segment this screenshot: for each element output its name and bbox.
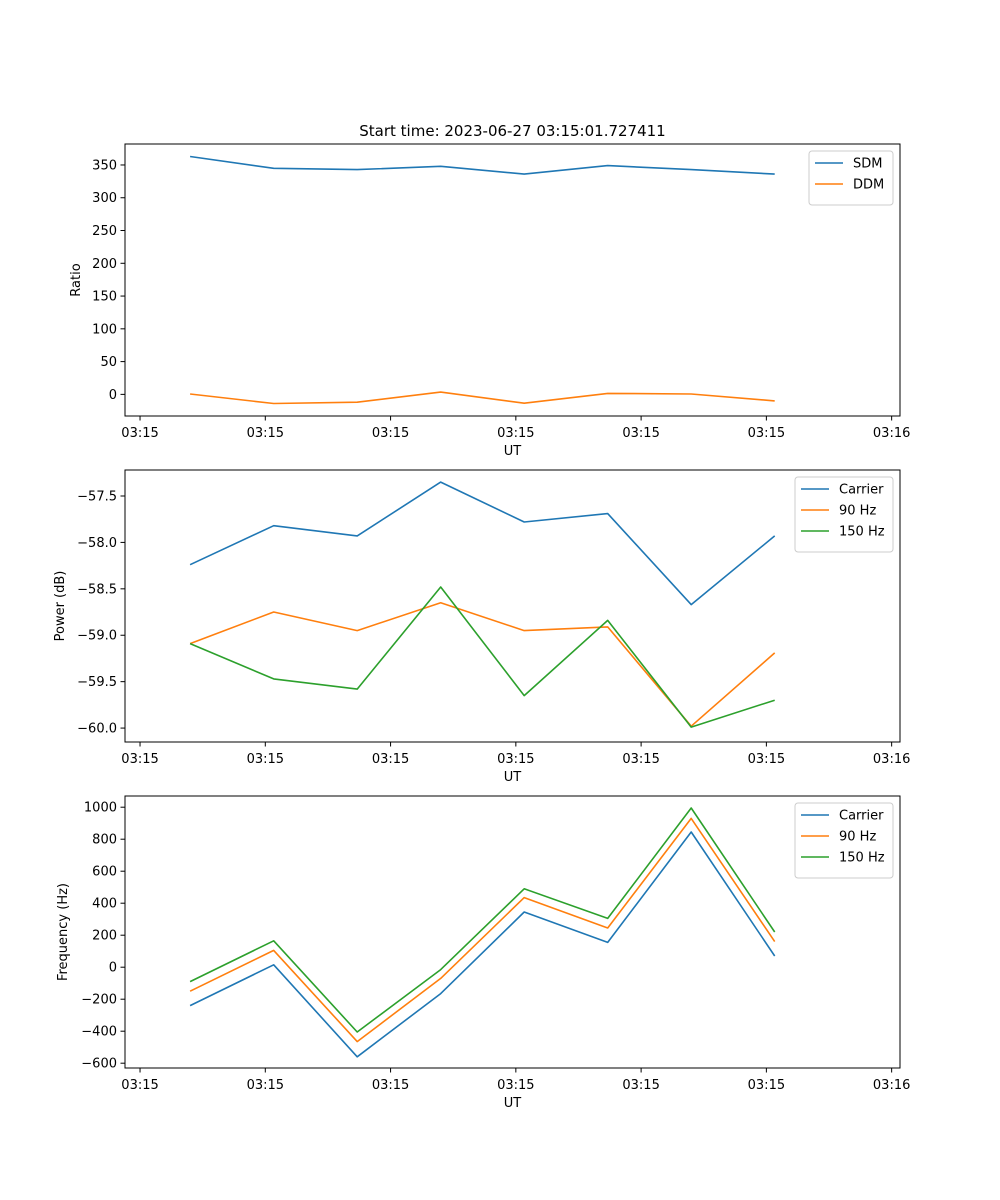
y-tick-label: −57.5 xyxy=(77,489,117,504)
y-tick-label: 600 xyxy=(92,865,117,880)
x-axis-label: UT xyxy=(504,444,522,459)
y-tick-label: 50 xyxy=(100,355,117,370)
x-tick-label: 03:16 xyxy=(873,426,910,441)
legend: SDM DDM xyxy=(808,150,894,206)
y-axis-label: Power (dB) xyxy=(53,571,68,642)
x-tick-label: 03:15 xyxy=(497,1078,534,1093)
y-tick-label: 200 xyxy=(92,929,117,944)
x-tick-label: 03:15 xyxy=(748,752,785,767)
x-tick-label: 03:15 xyxy=(748,426,785,441)
x-tick-label: 03:15 xyxy=(372,426,409,441)
legend-box xyxy=(794,802,894,879)
y-tick-label: 250 xyxy=(92,224,117,239)
x-tick-label: 03:16 xyxy=(873,752,910,767)
x-tick-label: 03:15 xyxy=(121,426,158,441)
x-tick-label: 03:15 xyxy=(622,752,659,767)
legend: Carrier 90 Hz 150 Hz xyxy=(794,476,894,553)
legend-entry: DDM xyxy=(853,178,884,193)
x-tick-label: 03:15 xyxy=(622,1078,659,1093)
y-tick-label: 0 xyxy=(109,961,117,976)
y-tick-label: −59.5 xyxy=(77,675,117,690)
axes-frame xyxy=(124,795,901,1069)
x-tick-label: 03:15 xyxy=(247,1078,284,1093)
y-tick-label: −600 xyxy=(81,1057,117,1072)
legend-box xyxy=(808,150,894,206)
chart-panel-2: 03:15 03:15 03:15 03:15 03:15 03:15 03:16 −60.0… xyxy=(53,469,910,785)
y-tick-label: 0 xyxy=(109,388,117,403)
legend-entry: Carrier xyxy=(839,483,884,498)
y-tick-label: −200 xyxy=(81,993,117,1008)
series-line-90-hz xyxy=(189,817,776,1043)
axes-frame xyxy=(124,469,901,743)
x-tick-label: 03:15 xyxy=(372,752,409,767)
series-line-90-hz xyxy=(189,601,776,728)
legend-entry: 150 Hz xyxy=(839,851,885,866)
x-tick-label: 03:15 xyxy=(372,1078,409,1093)
legend-entry: SDM xyxy=(853,157,882,172)
legend-entry: 150 Hz xyxy=(839,525,885,540)
y-tick-label: 350 xyxy=(92,158,117,173)
x-tick-label: 03:15 xyxy=(497,752,534,767)
y-tick-label: 300 xyxy=(92,191,117,206)
legend-entry: Carrier xyxy=(839,809,884,824)
x-tick-label: 03:15 xyxy=(748,1078,785,1093)
legend-entry: 90 Hz xyxy=(839,504,876,519)
legend: Carrier 90 Hz 150 Hz xyxy=(794,802,894,879)
y-tick-label: 200 xyxy=(92,257,117,272)
series-line-sdm xyxy=(189,155,775,175)
chart-panels: 03:15 03:15 03:15 03:15 03:15 03:15 03:16 0 50 10… xyxy=(53,143,910,1111)
y-tick-label: −58.5 xyxy=(77,582,117,597)
series-line-150-hz xyxy=(189,586,775,728)
series-line-carrier xyxy=(189,831,776,1058)
x-tick-label: 03:16 xyxy=(873,1078,910,1093)
series-line-carrier xyxy=(189,481,776,606)
chart-panel-3: 03:15 03:15 03:15 03:15 03:15 03:15 03:16 −600 −… xyxy=(56,795,910,1111)
y-tick-label: 150 xyxy=(92,290,117,305)
y-tick-label: −400 xyxy=(81,1025,117,1040)
y-tick-label: 100 xyxy=(92,322,117,337)
x-axis-label: UT xyxy=(504,770,522,785)
x-axis-label: UT xyxy=(504,1096,522,1111)
y-axis-label: Ratio xyxy=(69,263,84,296)
x-tick-label: 03:15 xyxy=(622,426,659,441)
series-line-ddm xyxy=(190,391,775,405)
y-axis-label: Frequency (Hz) xyxy=(56,883,71,981)
y-tick-label: 800 xyxy=(92,833,117,848)
x-tick-label: 03:15 xyxy=(497,426,534,441)
y-tick-label: −59.0 xyxy=(77,629,117,644)
x-tick-label: 03:15 xyxy=(247,752,284,767)
y-tick-label: 400 xyxy=(92,897,117,912)
figure-title: Start time: 2023-06-27 03:15:01.727411 xyxy=(359,122,665,140)
series-line-150-hz xyxy=(189,807,776,1033)
x-tick-label: 03:15 xyxy=(247,426,284,441)
legend-entry: 90 Hz xyxy=(839,830,876,845)
axes-frame xyxy=(124,143,901,417)
y-tick-label: −58.0 xyxy=(77,536,117,551)
x-tick-label: 03:15 xyxy=(121,1078,158,1093)
y-tick-label: −60.0 xyxy=(77,722,117,737)
legend-box xyxy=(794,476,894,553)
y-tick-label: 1000 xyxy=(84,801,117,816)
x-tick-label: 03:15 xyxy=(121,752,158,767)
chart-panel-1: 03:15 03:15 03:15 03:15 03:15 03:15 03:16 0 50 10… xyxy=(69,143,910,459)
